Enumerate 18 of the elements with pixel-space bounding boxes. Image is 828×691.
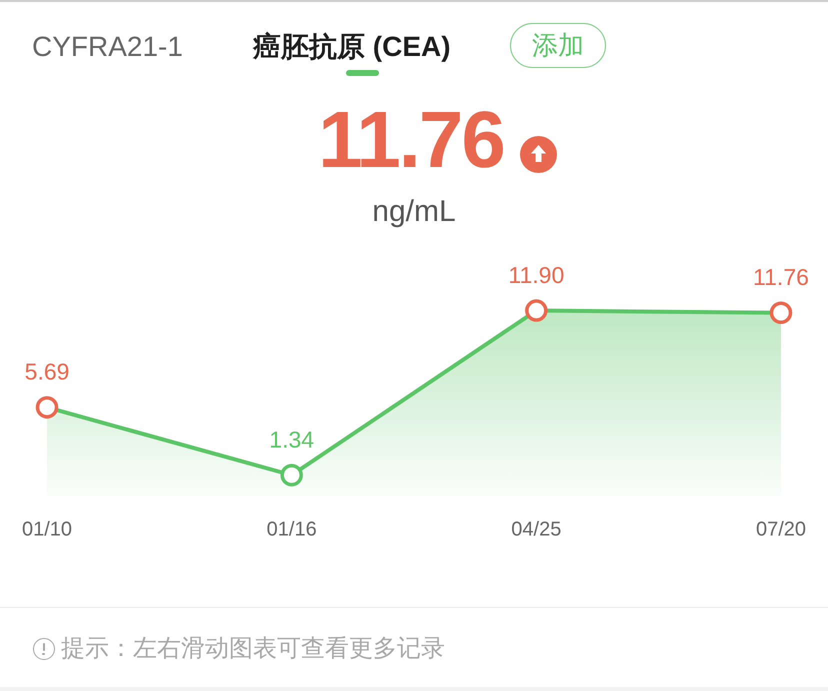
x-tick-label: 07/20	[756, 518, 806, 541]
data-label: 11.90	[508, 262, 564, 288]
point	[525, 299, 548, 322]
point	[280, 464, 303, 486]
x-tick-label: 04/25	[511, 518, 562, 541]
point	[36, 396, 58, 419]
chart-title: 癌胚抗原 (CEA)	[253, 30, 451, 64]
x-tick-label: 01/16	[266, 518, 317, 541]
data-label: 11.76	[753, 264, 809, 290]
text: 提示：左右滑动图表可查看更多记录	[61, 634, 445, 664]
point	[770, 301, 792, 324]
text: 11.76	[318, 95, 504, 184]
x-tick-label: 01/10	[22, 518, 72, 541]
data-label: 5.69	[24, 358, 70, 385]
text: ng/mL	[371, 194, 457, 230]
add-button[interactable]: 添加	[510, 23, 606, 68]
text: CYFRA21-1	[32, 30, 183, 64]
data-label: 1.34	[269, 426, 314, 452]
